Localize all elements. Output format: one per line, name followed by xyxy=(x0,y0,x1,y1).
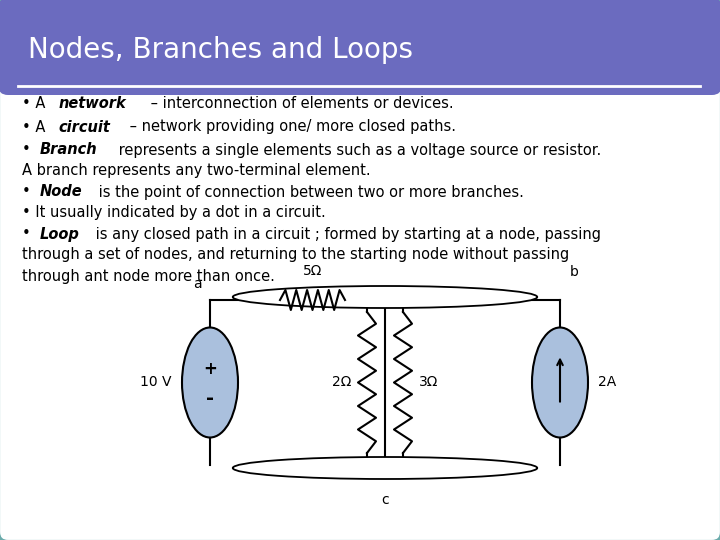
Text: b: b xyxy=(570,265,579,279)
Text: •: • xyxy=(22,185,35,199)
Text: •: • xyxy=(22,143,35,158)
Text: • A: • A xyxy=(22,97,50,111)
Ellipse shape xyxy=(233,286,537,308)
Text: •: • xyxy=(22,226,35,241)
Text: +: + xyxy=(203,360,217,377)
Text: 10 V: 10 V xyxy=(140,375,172,389)
Bar xyxy=(8,65,712,85)
Text: 2A: 2A xyxy=(598,375,616,389)
Text: – network providing one/ more closed paths.: – network providing one/ more closed pat… xyxy=(125,119,456,134)
Text: 2Ω: 2Ω xyxy=(332,375,351,389)
Text: – interconnection of elements or devices.: – interconnection of elements or devices… xyxy=(145,97,453,111)
Text: circuit: circuit xyxy=(58,119,110,134)
Text: • It usually indicated by a dot in a circuit.: • It usually indicated by a dot in a cir… xyxy=(22,206,325,220)
Text: 3Ω: 3Ω xyxy=(419,375,438,389)
Text: Nodes, Branches and Loops: Nodes, Branches and Loops xyxy=(28,36,413,64)
Text: is any closed path in a circuit ; formed by starting at a node, passing: is any closed path in a circuit ; formed… xyxy=(91,226,600,241)
Ellipse shape xyxy=(233,457,537,479)
Text: network: network xyxy=(58,97,126,111)
Ellipse shape xyxy=(182,327,238,437)
Text: Node: Node xyxy=(40,185,82,199)
Ellipse shape xyxy=(532,327,588,437)
Text: Branch: Branch xyxy=(40,143,97,158)
Text: A branch represents any two-terminal element.: A branch represents any two-terminal ele… xyxy=(22,164,371,179)
Text: is the point of connection between two or more branches.: is the point of connection between two o… xyxy=(94,185,524,199)
FancyBboxPatch shape xyxy=(0,0,720,95)
Text: a: a xyxy=(194,277,202,291)
Text: • A: • A xyxy=(22,119,50,134)
Text: through ant node more than once.: through ant node more than once. xyxy=(22,268,275,284)
Text: 5Ω: 5Ω xyxy=(303,264,322,278)
Text: c: c xyxy=(381,493,389,507)
Text: represents a single elements such as a voltage source or resistor.: represents a single elements such as a v… xyxy=(114,143,601,158)
Text: through a set of nodes, and returning to the starting node without passing: through a set of nodes, and returning to… xyxy=(22,247,570,262)
Text: Loop: Loop xyxy=(40,226,79,241)
Text: -: - xyxy=(206,389,214,408)
